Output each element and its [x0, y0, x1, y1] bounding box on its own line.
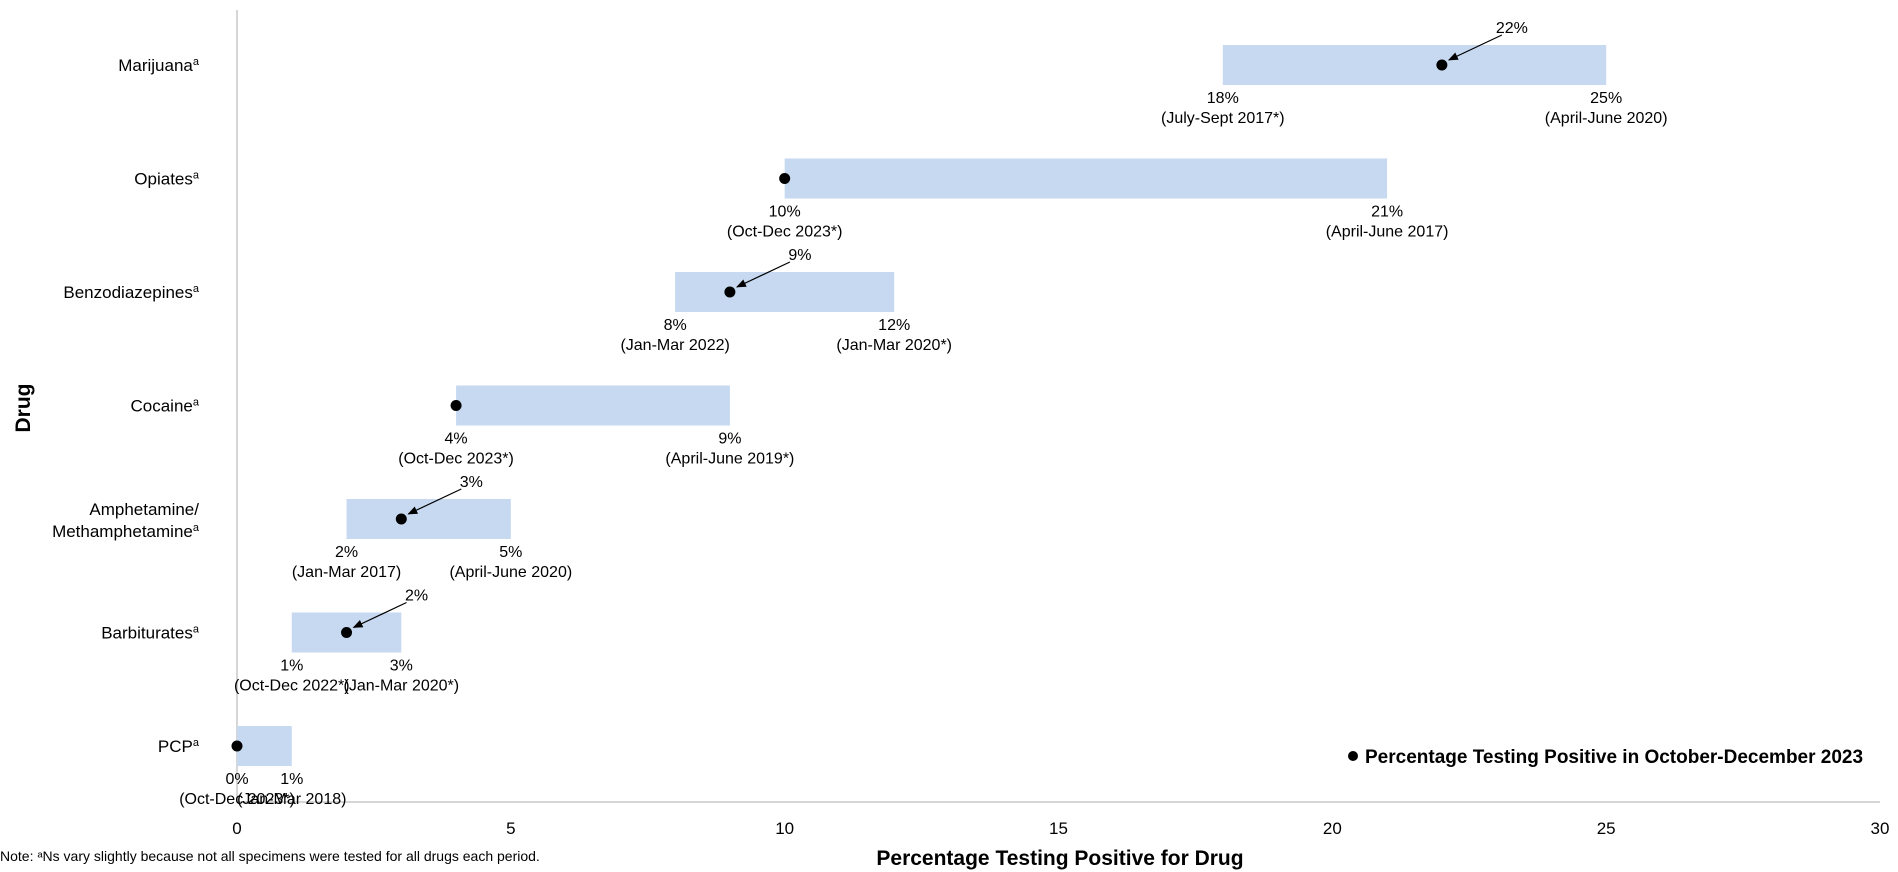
- max-value-label: 21%: [1371, 204, 1403, 221]
- category-label: Benzodiazepinesa: [63, 283, 199, 302]
- min-value-label: 10%: [769, 204, 801, 221]
- max-value-label: 25%: [1590, 90, 1622, 107]
- x-tick-label: 20: [1323, 819, 1342, 838]
- legend-marker: [1348, 751, 1358, 761]
- min-period-label: (Oct-Dec 2023*): [398, 451, 514, 468]
- max-value-label: 1%: [280, 771, 303, 788]
- min-period-label: (Oct-Dec 2023*): [179, 791, 295, 808]
- category-label-line2: Methamphetaminea: [52, 522, 200, 541]
- callout-arrow: [407, 488, 462, 515]
- category-label: Opiatesa: [134, 170, 200, 189]
- category-label: PCPa: [158, 737, 200, 756]
- current-value-label: 3%: [460, 474, 483, 491]
- category-label: Marijuanaa: [118, 56, 200, 75]
- current-value-point: [1436, 59, 1448, 71]
- min-period-label: (July-Sept 2017*): [1161, 110, 1285, 127]
- min-value-label: 0%: [225, 771, 248, 788]
- current-value-label: 9%: [788, 247, 811, 264]
- current-value-label: 22%: [1496, 20, 1528, 37]
- current-value-point: [341, 627, 353, 638]
- max-value-label: 9%: [718, 431, 741, 448]
- max-value-label: 12%: [878, 317, 910, 334]
- range-bar: [675, 272, 895, 312]
- y-axis-title: Drug: [12, 384, 35, 433]
- min-value-label: 1%: [280, 658, 303, 675]
- min-period-label: (Jan-Mar 2017): [292, 564, 401, 581]
- x-tick-label: 0: [232, 819, 241, 838]
- range-bar: [784, 158, 1388, 199]
- range-bar: [237, 726, 292, 766]
- max-period-label: (Jan-Mar 2018): [237, 791, 346, 808]
- max-period-label: (Jan-Mar 2020*): [836, 337, 952, 354]
- min-value-label: 4%: [445, 431, 468, 448]
- range-bar: [456, 385, 730, 426]
- min-period-label: (Oct-Dec 2022*): [234, 678, 350, 695]
- current-value-point: [395, 513, 407, 525]
- min-period-label: (Jan-Mar 2022): [620, 337, 729, 354]
- category-label: Amphetamine/: [89, 500, 199, 519]
- current-value-point: [231, 740, 243, 752]
- max-period-label: (April-June 2020): [449, 564, 572, 581]
- x-tick-label: 10: [775, 819, 794, 838]
- current-value-point: [779, 173, 791, 184]
- x-tick-label: 25: [1597, 819, 1616, 838]
- max-value-label: 5%: [499, 544, 522, 561]
- range-bar: [1222, 45, 1607, 85]
- max-period-label: (April-June 2020): [1545, 110, 1668, 127]
- category-label: Cocainea: [131, 397, 200, 416]
- min-value-label: 8%: [664, 317, 687, 334]
- x-tick-label: 30: [1871, 819, 1890, 838]
- callout-arrow: [735, 261, 791, 288]
- min-period-label: (Oct-Dec 2023*): [727, 224, 843, 241]
- legend-label: Percentage Testing Positive in October-D…: [1365, 747, 1863, 768]
- range-bar: [346, 499, 511, 539]
- x-axis-title: Percentage Testing Positive for Drug: [876, 847, 1243, 870]
- max-period-label: (April-June 2019*): [665, 451, 794, 468]
- max-period-label: (Jan-Mar 2020*): [343, 678, 459, 695]
- current-value-label: 2%: [405, 588, 428, 605]
- current-value-point: [450, 400, 462, 411]
- callout-arrow: [352, 601, 407, 629]
- category-label: Barbituratesa: [101, 624, 200, 643]
- x-tick-label: 5: [506, 819, 515, 838]
- legend: Percentage Testing Positive in October-D…: [1348, 747, 1863, 768]
- footnote: Note: ᵃNs vary slightly because not all …: [0, 848, 540, 864]
- min-value-label: 18%: [1207, 90, 1239, 107]
- callout-arrow: [1447, 34, 1503, 61]
- min-value-label: 2%: [335, 544, 358, 561]
- current-value-point: [724, 286, 736, 298]
- max-period-label: (April-June 2017): [1326, 224, 1449, 241]
- max-value-label: 3%: [390, 658, 413, 675]
- x-tick-label: 15: [1049, 819, 1068, 838]
